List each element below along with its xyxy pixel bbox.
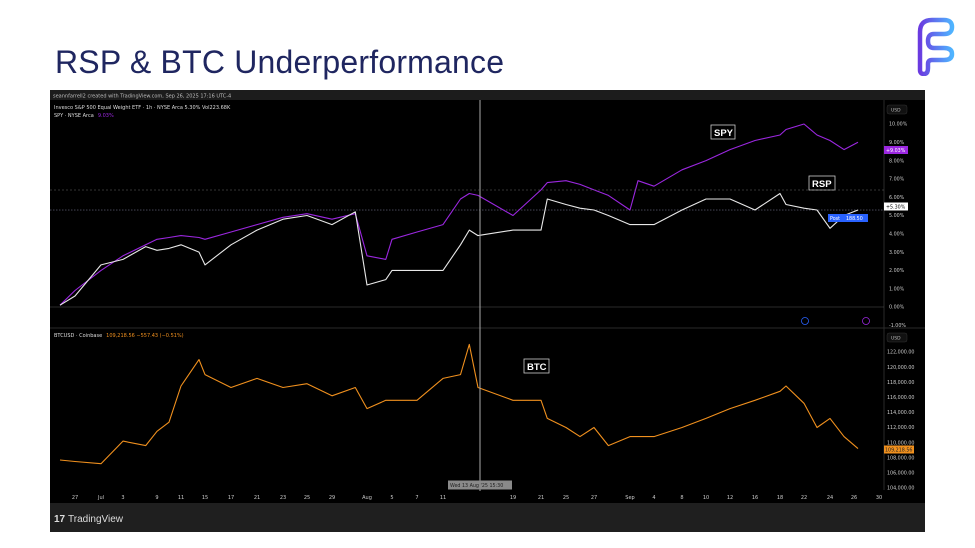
y-tick-label-bottom: 110,000.00 [887, 440, 914, 446]
post-value-text: 188.50 [846, 216, 863, 222]
y-tick-label-bottom: 122,000.00 [887, 350, 914, 356]
btc-series-line [59, 343, 859, 465]
slide-title: RSP & BTC Underperformance [55, 44, 505, 80]
x-tick-label: 27 [72, 495, 78, 501]
x-tick-label: 24 [827, 495, 833, 501]
post-label-text: Post [830, 216, 840, 222]
x-tick-label: 27 [591, 495, 597, 501]
crosshair-date-label [448, 480, 512, 490]
x-tick-label: 11 [178, 495, 184, 501]
x-tick-label: 21 [538, 495, 544, 501]
x-tick-label: 4 [652, 495, 655, 501]
crosshair-date-text: Wed 13 Aug '25 15:30 [450, 483, 503, 489]
y-tick-label-top: -1.00% [889, 323, 906, 329]
post-label-badge [828, 214, 844, 222]
y-tick-label-top: 3.00% [889, 250, 905, 256]
spy-annotation-box [710, 124, 736, 140]
x-tick-label: 21 [254, 495, 260, 501]
x-tick-label: 5 [390, 495, 393, 501]
y-tick-label-top: 10.00% [889, 122, 908, 128]
x-tick-label: 3 [121, 495, 124, 501]
y-tick-label-bottom: 118,000.00 [887, 380, 914, 386]
x-tick-label: 18 [777, 495, 783, 501]
y-tick-label-top: 1.00% [889, 286, 905, 292]
x-tick-label: 12 [727, 495, 733, 501]
y-tick-label-top: 4.00% [889, 232, 905, 238]
x-tick-label: 8 [680, 495, 683, 501]
x-tick-label: 15 [202, 495, 208, 501]
post-price-badge [844, 214, 868, 222]
rsp-series-line [59, 192, 859, 306]
x-tick-label: Aug [362, 495, 372, 501]
x-tick-label: 7 [415, 495, 418, 501]
spy-annotation: SPY [714, 128, 734, 139]
currency-button-bottom[interactable] [886, 332, 908, 343]
spy-price-badge [884, 146, 908, 154]
y-tick-label-bottom: 112,000.00 [887, 425, 914, 431]
y-tick-label-bottom: 116,000.00 [887, 395, 914, 401]
x-tick-label: 29 [329, 495, 335, 501]
y-tick-label-bottom: 108,000.00 [887, 455, 914, 461]
x-tick-label: 26 [851, 495, 857, 501]
x-tick-label: 9 [155, 495, 158, 501]
y-tick-label-top: 5.00% [889, 213, 905, 219]
credit-bar [50, 90, 925, 100]
x-tick-label: 11 [440, 495, 446, 501]
y-tick-label-bottom: 104,000.00 [887, 486, 914, 492]
x-tick-label: 16 [752, 495, 758, 501]
legend-spy: SPY · NYSE Arca 9.03% [54, 113, 114, 119]
footer-bar [50, 503, 925, 532]
rsp-price-badge [884, 202, 908, 211]
legend-main: Invesco S&P 500 Equal Weight ETF · 1h · … [54, 105, 231, 111]
chart-canvas[interactable]: seannfarrell2 created with TradingView.c… [50, 90, 925, 532]
btc-annotation: BTC [527, 362, 547, 373]
y-tick-label-top: 0.00% [889, 305, 905, 311]
credit-text: seannfarrell2 created with TradingView.c… [53, 94, 231, 100]
rsp-annotation: RSP [812, 179, 832, 190]
x-tick-label: 19 [510, 495, 516, 501]
spy-series-line [59, 123, 859, 306]
earnings-event-icon[interactable] [862, 317, 870, 325]
tradingview-brand[interactable]: TradingView [68, 514, 124, 525]
x-tick-label: 23 [280, 495, 286, 501]
currency-button-top[interactable] [886, 104, 908, 115]
tradingview-chart[interactable]: seannfarrell2 created with TradingView.c… [50, 90, 925, 532]
btc-badge-text: 109,218.56 [885, 448, 912, 454]
tradingview-logo-icon: 17 [54, 514, 66, 525]
y-tick-label-top: 7.00% [889, 177, 905, 183]
x-tick-label: 30 [876, 495, 882, 501]
currency-label-top: USD [891, 108, 901, 114]
brand-f-logo-icon [917, 17, 955, 76]
y-tick-label-top: 8.00% [889, 158, 905, 164]
y-tick-label-top: 2.00% [889, 268, 905, 274]
btc-price-badge [884, 445, 914, 454]
y-tick-label-bottom: 106,000.00 [887, 471, 914, 477]
x-tick-label: 22 [801, 495, 807, 501]
x-tick-label: 17 [228, 495, 234, 501]
y-tick-label-top: 6.00% [889, 195, 905, 201]
rsp-badge-text: +5.30% [886, 205, 906, 211]
y-tick-label-bottom: 114,000.00 [887, 410, 914, 416]
x-tick-label: 10 [703, 495, 709, 501]
x-tick-label: Sep [625, 495, 634, 501]
x-tick-label: Jul [97, 495, 104, 501]
x-tick-label: 25 [304, 495, 310, 501]
y-tick-label-top: 9.00% [889, 140, 905, 146]
spy-badge-text: +9.03% [886, 148, 906, 154]
y-tick-label-bottom: 120,000.00 [887, 365, 914, 371]
btc-annotation-box [523, 358, 550, 374]
dividend-event-icon[interactable] [801, 317, 809, 325]
legend-btc: BTCUSD · Coinbase 109,218.56 −557.43 (−0.… [54, 333, 184, 339]
currency-label-bottom: USD [891, 336, 901, 342]
x-tick-label: 25 [563, 495, 569, 501]
